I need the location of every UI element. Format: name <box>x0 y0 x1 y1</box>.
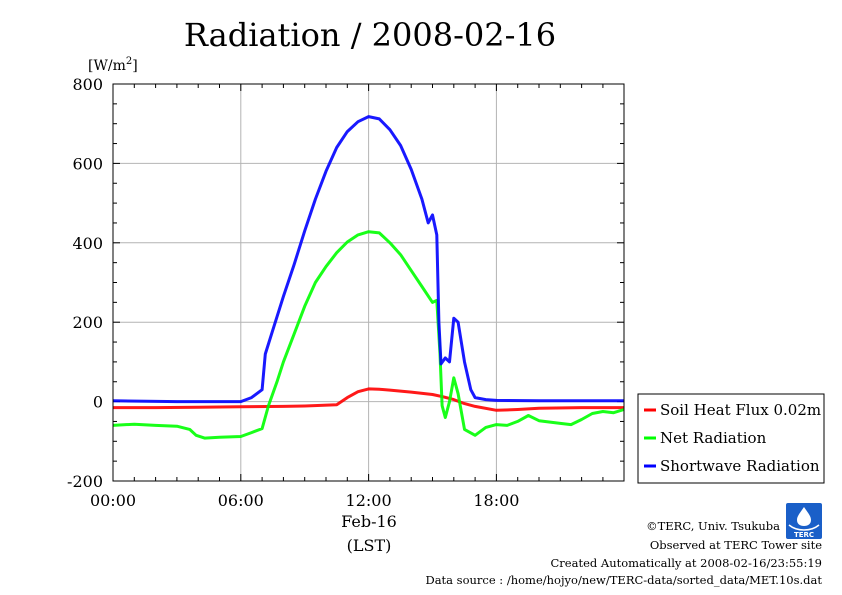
y-tick-label: -200 <box>67 472 103 491</box>
credit-created: Created Automatically at 2008-02-16/23:5… <box>551 556 823 570</box>
credit-source: Data source : /home/hojyo/new/TERC-data/… <box>425 573 822 587</box>
wave-icon <box>788 524 820 531</box>
credit-copyright: ©TERC, Univ. Tsukuba <box>646 519 780 533</box>
y-tick-label: 400 <box>72 234 103 253</box>
legend: Soil Heat Flux 0.02m Net Radiation Shortwa… <box>637 393 825 484</box>
x-tick-labels: 00:00 06:00 12:00 18:00 <box>90 491 520 510</box>
legend-label: Soil Heat Flux 0.02m <box>660 401 821 419</box>
x-tick-label: 06:00 <box>218 491 264 510</box>
logo-text: TERC <box>794 531 814 539</box>
x-tick-label: 12:00 <box>346 491 392 510</box>
y-axis-label: [W/m2] <box>88 56 138 74</box>
credit-observed: Observed at TERC Tower site <box>650 538 822 552</box>
y-tick-label: 200 <box>72 313 103 332</box>
plot-frame <box>112 83 625 482</box>
legend-label: Shortwave Radiation <box>660 457 820 475</box>
y-tick-label: 600 <box>72 154 103 173</box>
chart-title: Radiation / 2008-02-16 <box>184 16 556 54</box>
x-tick-label: 18:00 <box>473 491 519 510</box>
x-axis-label: (LST) <box>347 536 392 555</box>
legend-label: Net Radiation <box>660 429 767 447</box>
y-tick-label: 0 <box>93 393 103 412</box>
y-tick-labels: -200 0 200 400 600 800 <box>67 75 103 491</box>
x-tick-label: 00:00 <box>90 491 136 510</box>
series-line-2 <box>112 115 624 404</box>
x-date-label: Feb-16 <box>341 512 397 531</box>
water-drop-icon <box>797 507 811 526</box>
series-line-1 <box>112 230 625 440</box>
y-tick-label: 800 <box>72 75 103 94</box>
legend-box <box>637 393 825 484</box>
series-lines <box>112 115 625 440</box>
terc-logo: TERC <box>786 503 822 539</box>
